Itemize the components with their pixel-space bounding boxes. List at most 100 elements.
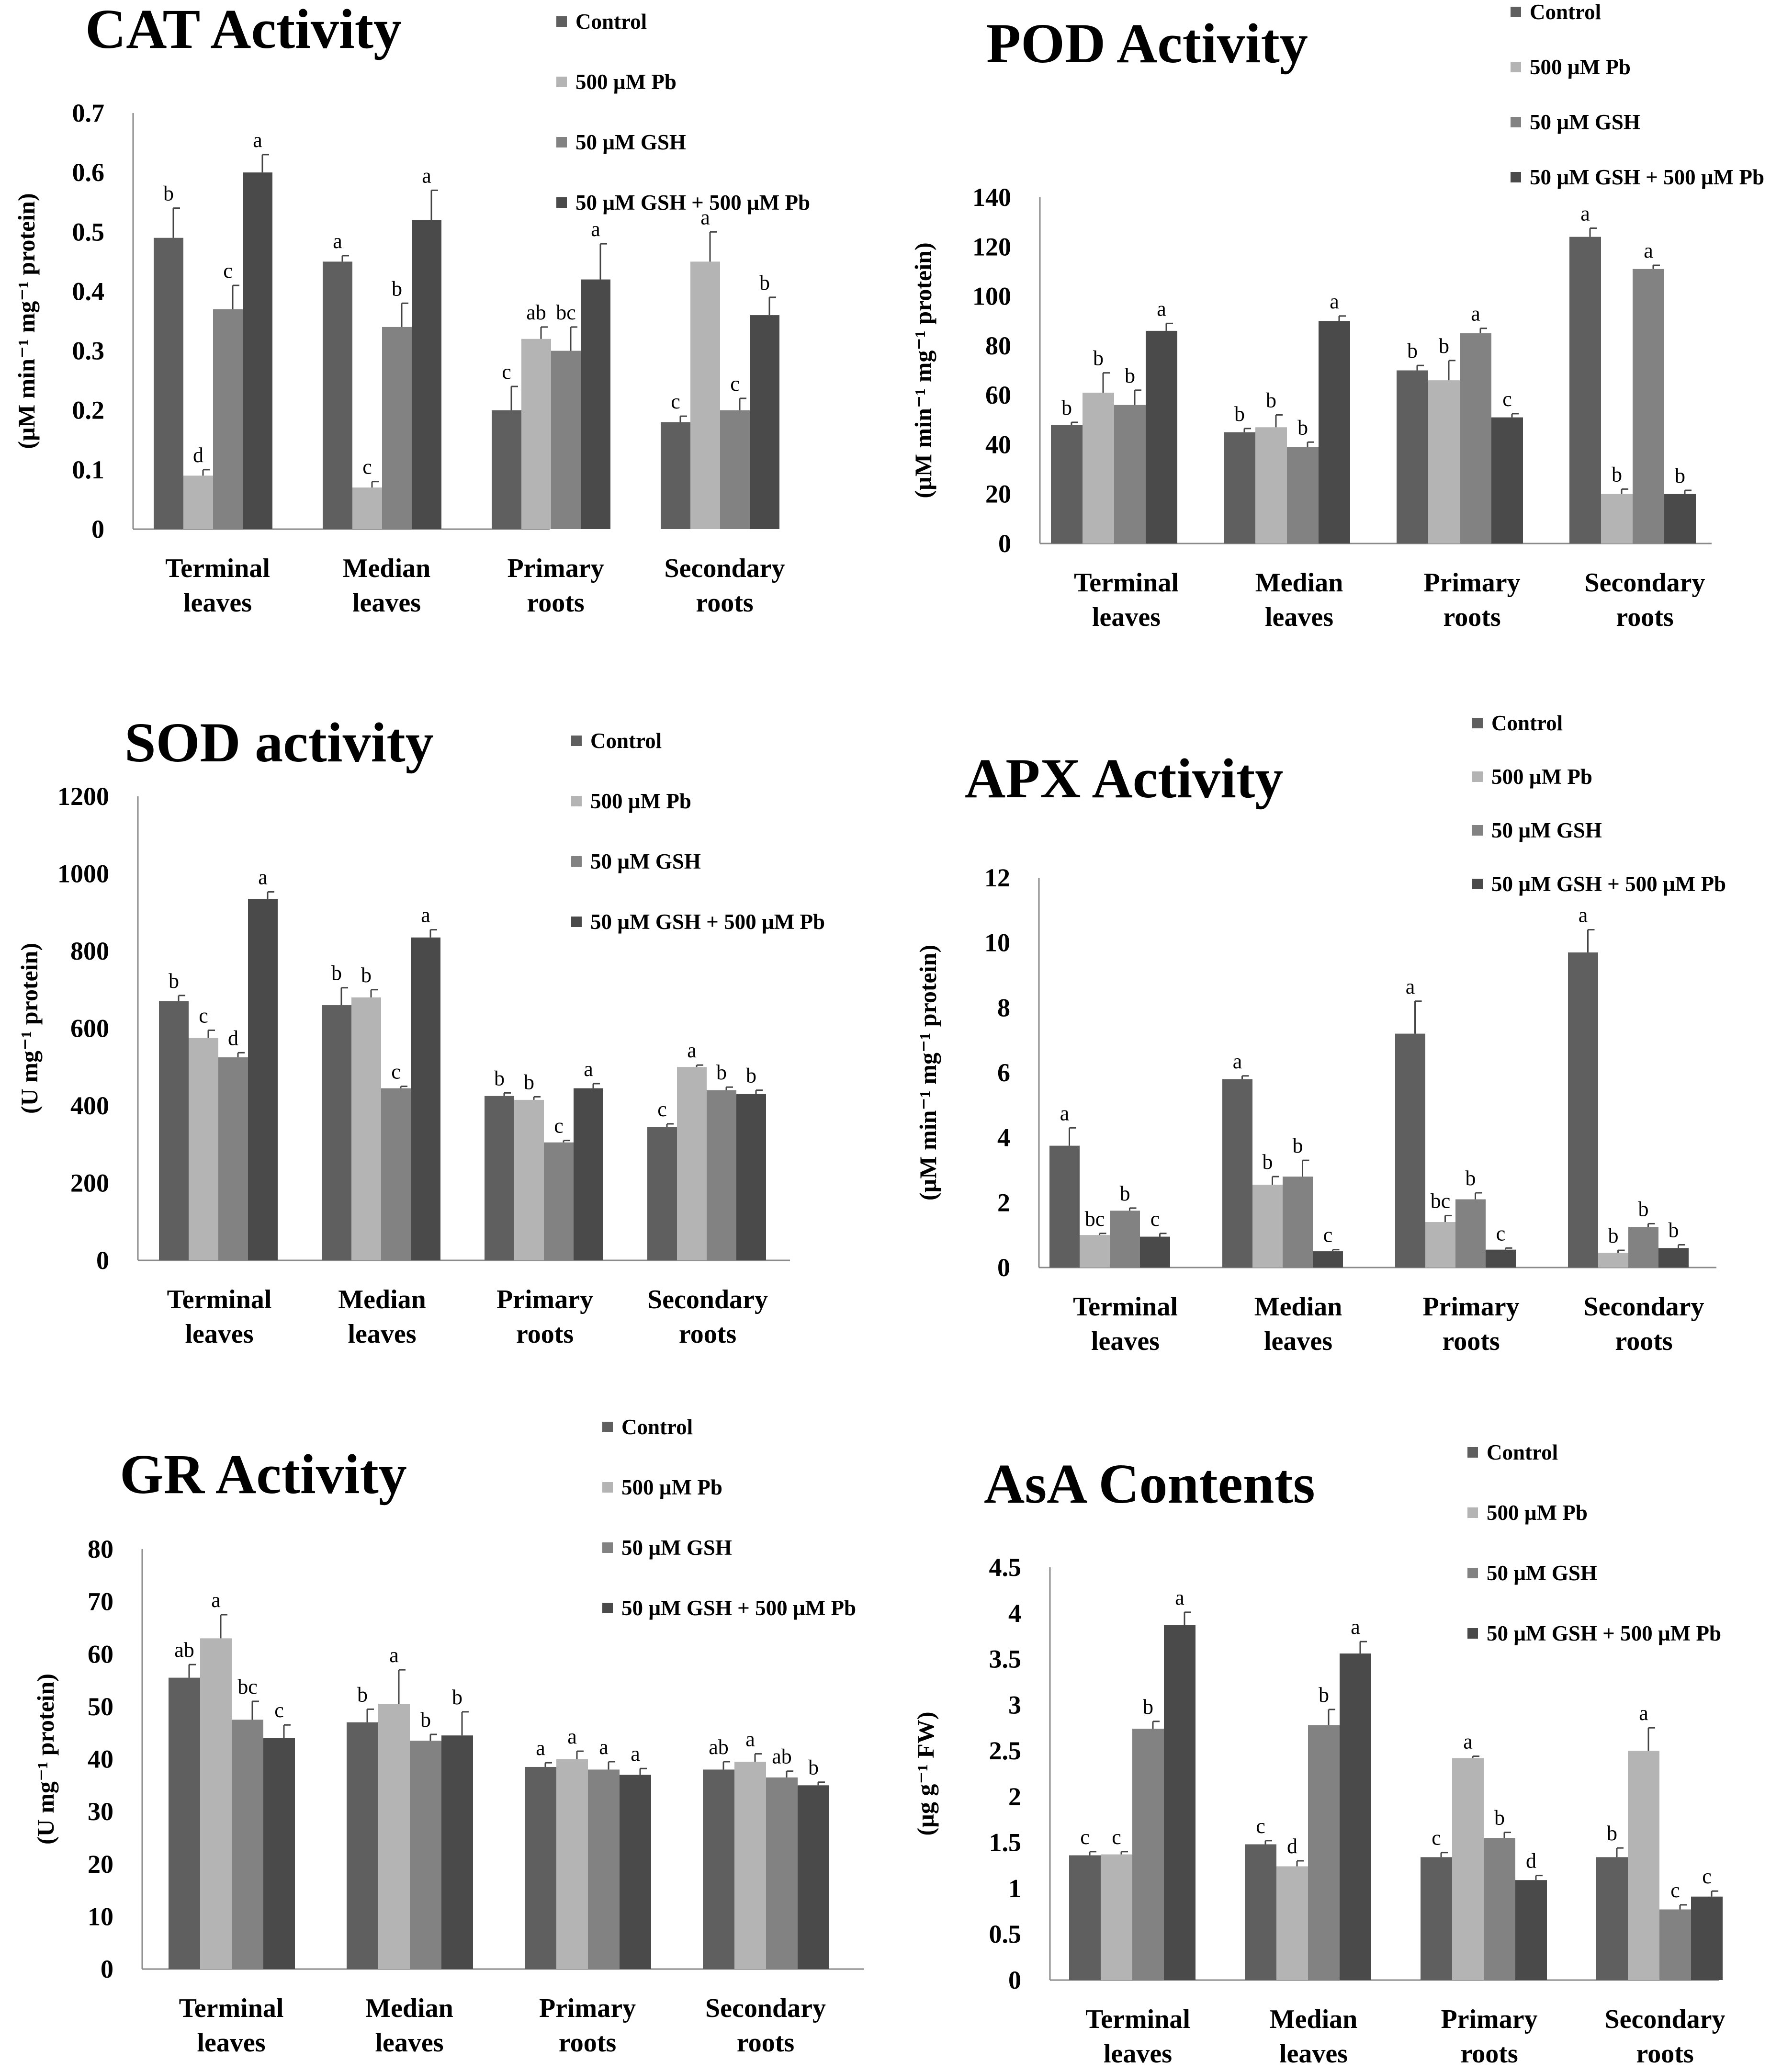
asa-significance-label: d [1526, 1849, 1536, 1873]
sod-significance-label: a [258, 865, 268, 889]
sod-chart: SOD activity 0 200 400 600 800 1000 1200 (U mg⁻¹… [16, 711, 825, 1349]
pod-bar [1224, 432, 1255, 543]
cat-chart: CAT Activity 0 0.1 0.2 0.3 0.4 0.5 0.6 0.7 (µM mi… [13, 0, 810, 618]
apx-legend-label: 500 µM Pb [1491, 765, 1592, 789]
sod-significance-label: b [169, 969, 179, 993]
asa-significance-label: c [1256, 1814, 1265, 1838]
asa-bar [1308, 1725, 1340, 1980]
asa-bar [1691, 1896, 1723, 1980]
cat-bar [492, 410, 521, 529]
asa-category-label: roots [1460, 2039, 1518, 2069]
pod-significance-label: b [1407, 339, 1418, 362]
asa-bar [1101, 1854, 1132, 1980]
cat-bar [551, 351, 581, 529]
apx-significance-label: b [1120, 1182, 1130, 1205]
apx-legend-swatch [1472, 718, 1483, 728]
sod-significance-label: a [421, 904, 430, 927]
asa-y-tick: 0 [1008, 1966, 1021, 1994]
cat-y-label: (µM min⁻¹ mg⁻¹ protein) [13, 193, 40, 449]
gr-legend-label: 50 µM GSH + 500 µM Pb [621, 1596, 856, 1620]
asa-legend-label: Control [1487, 1440, 1558, 1464]
apx-legend-label: 50 µM GSH [1491, 818, 1602, 842]
pod-bar [1051, 425, 1083, 543]
sod-significance-label: b [716, 1061, 727, 1084]
apx-category-label: Primary [1422, 1292, 1519, 1322]
apx-bar [1252, 1185, 1283, 1268]
apx-bar [1486, 1249, 1516, 1268]
apx-significance-label: bc [1431, 1189, 1451, 1212]
sod-legend-label: 50 µM GSH [590, 849, 701, 873]
cat-category-label: roots [527, 588, 584, 618]
asa-legend-label: 500 µM Pb [1487, 1501, 1588, 1525]
pod-significance-label: b [1439, 334, 1449, 358]
sod-bar [351, 997, 381, 1260]
asa-y-tick: 2 [1008, 1782, 1021, 1811]
asa-significance-label: d [1287, 1834, 1297, 1858]
cat-legend-label: 50 µM GSH + 500 µM Pb [575, 191, 810, 215]
gr-category-label: leaves [375, 2028, 443, 2058]
asa-y-tick: 1.5 [989, 1828, 1022, 1857]
gr-significance-label: a [745, 1728, 755, 1751]
pod-bar [1460, 333, 1491, 543]
apx-category-label: leaves [1091, 1326, 1160, 1356]
sod-category-label: Primary [496, 1285, 593, 1314]
apx-bar [1455, 1199, 1486, 1268]
sod-legend-label: Control [590, 729, 662, 753]
gr-legend-swatch [602, 1482, 613, 1493]
sod-y-tick: 400 [70, 1091, 109, 1120]
apx-category-label: roots [1615, 1326, 1672, 1356]
pod-category-label: Median [1255, 568, 1343, 598]
apx-legend-label: Control [1491, 711, 1563, 735]
apx-bar [1628, 1227, 1658, 1268]
pod-bar [1255, 427, 1287, 543]
pod-significance-label: b [1297, 416, 1308, 439]
sod-significance-label: a [584, 1057, 593, 1081]
asa-bar [1421, 1857, 1452, 1980]
cat-category-label: roots [696, 588, 753, 618]
pod-significance-label: b [1675, 464, 1685, 487]
asa-bar [1452, 1758, 1484, 1980]
cat-significance-label: c [362, 455, 372, 479]
sod-bar [574, 1088, 603, 1260]
apx-bar [1080, 1235, 1110, 1268]
cat-significance-label: a [591, 217, 600, 241]
sod-significance-label: b [361, 963, 372, 987]
cat-category-label: Terminal [165, 554, 270, 583]
gr-bar [798, 1785, 829, 1969]
gr-category-label: Primary [539, 1993, 636, 2023]
pod-bar [1146, 330, 1177, 543]
asa-y-tick: 4.5 [989, 1553, 1022, 1582]
asa-significance-label: b [1319, 1683, 1329, 1707]
apx-significance-label: b [1263, 1150, 1273, 1174]
asa-bar [1515, 1880, 1547, 1980]
cat-significance-label: c [502, 360, 511, 384]
cat-bar [323, 261, 352, 529]
gr-significance-label: ab [174, 1638, 194, 1662]
cat-legend-swatch [556, 16, 567, 27]
sod-significance-label: b [494, 1066, 505, 1090]
sod-y-tick: 1200 [57, 782, 109, 811]
pod-bar [1601, 494, 1633, 543]
pod-legend-label: 500 µM Pb [1530, 55, 1631, 79]
asa-significance-label: c [1432, 1826, 1441, 1850]
apx-significance-label: b [1669, 1219, 1679, 1242]
pod-y-tick: 40 [985, 430, 1011, 459]
sod-bar [159, 1001, 189, 1260]
apx-title: APX Activity [965, 747, 1283, 810]
apx-significance-label: c [1323, 1223, 1333, 1247]
pod-significance-label: a [1644, 239, 1653, 262]
cat-y-tick: 0.2 [72, 396, 105, 425]
cat-legend-swatch [556, 137, 567, 147]
apx-chart: APX Activity 0 2 4 6 8 10 12 (µM min⁻¹ mg⁻¹ prot… [914, 711, 1726, 1356]
gr-significance-label: a [567, 1725, 577, 1748]
asa-category-label: Terminal [1085, 2004, 1190, 2034]
cat-category-label: leaves [183, 588, 252, 618]
pod-legend-swatch [1511, 7, 1521, 17]
cat-legend-swatch [556, 77, 567, 87]
pod-legend-label: 50 µM GSH + 500 µM Pb [1530, 165, 1764, 189]
gr-y-tick: 10 [88, 1902, 113, 1931]
asa-y-tick: 2.5 [989, 1736, 1022, 1765]
gr-bar [347, 1722, 378, 1969]
pod-y-tick: 100 [972, 282, 1011, 311]
